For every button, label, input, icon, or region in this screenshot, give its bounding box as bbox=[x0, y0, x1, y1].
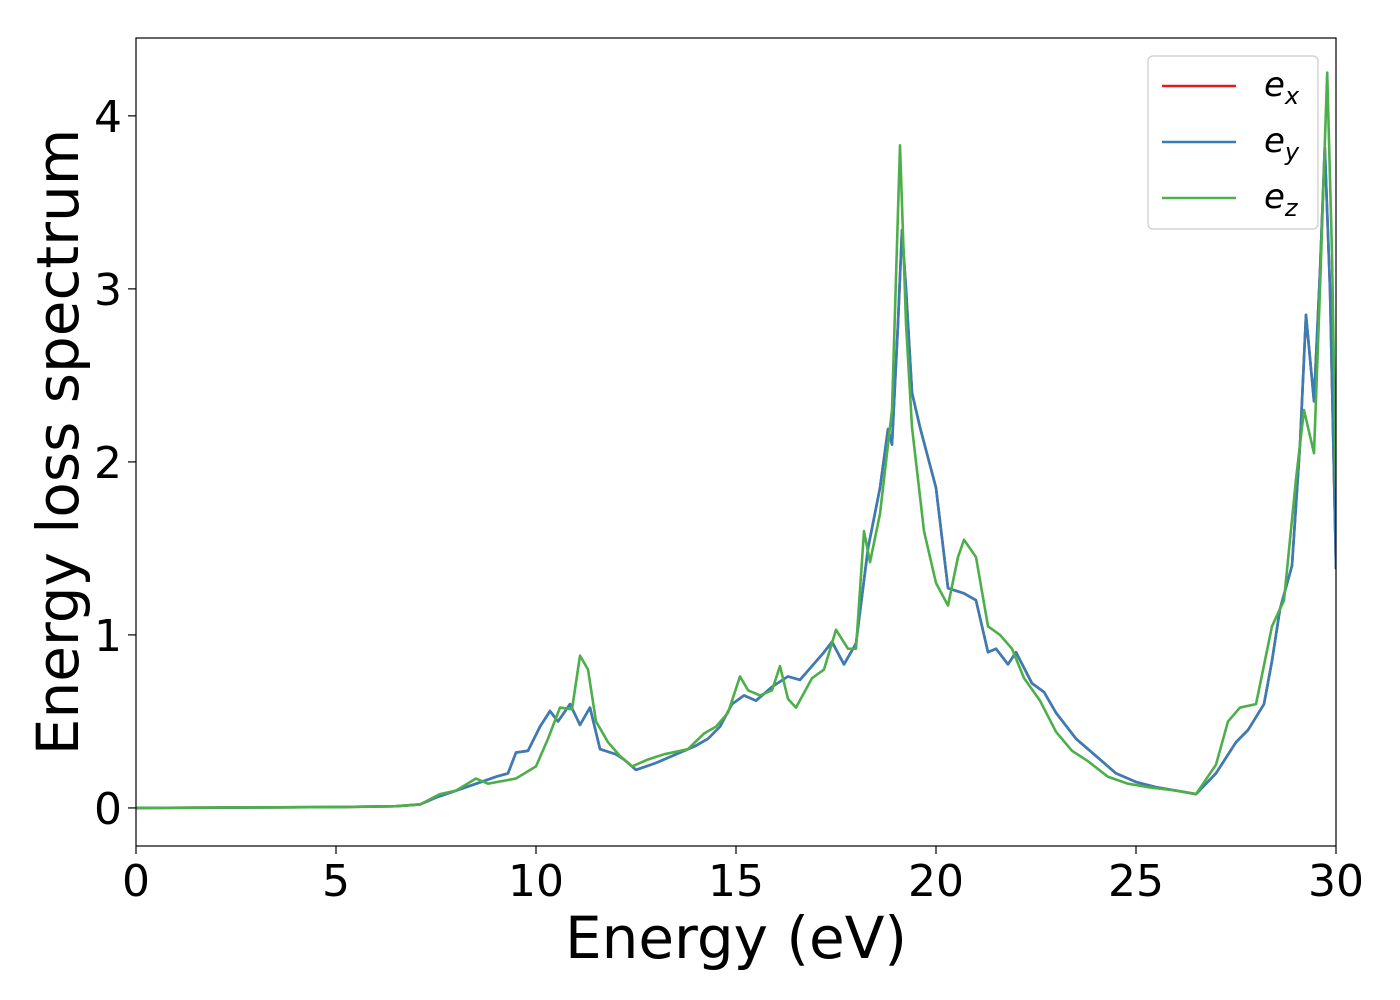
legend-label-x: ex bbox=[1264, 65, 1300, 110]
legend-label-subscript: x bbox=[1284, 82, 1300, 110]
series-layer bbox=[136, 71, 1336, 810]
x-tick-label: 15 bbox=[708, 856, 764, 907]
y-tick-label: 0 bbox=[94, 784, 122, 835]
x-axis-title: Energy (eV) bbox=[565, 904, 907, 972]
y-tick-label: 3 bbox=[94, 265, 122, 316]
x-tick-label: 30 bbox=[1308, 856, 1364, 907]
ticks-layer: 0 5 10 15 20 25 30 0 1 2 3 4 bbox=[94, 92, 1364, 907]
series-line-y bbox=[136, 145, 1336, 810]
y-tick-label: 4 bbox=[94, 92, 122, 143]
legend-label-subscript: y bbox=[1284, 138, 1300, 166]
y-axis-title: Energy loss spectrum bbox=[24, 129, 92, 755]
x-tick-label: 0 bbox=[122, 856, 150, 907]
x-tick-label: 5 bbox=[322, 856, 350, 907]
y-tick-label: 2 bbox=[94, 438, 122, 489]
x-tick-label: 25 bbox=[1108, 856, 1164, 907]
y-tick-label: 1 bbox=[94, 611, 122, 662]
series-line-z bbox=[136, 71, 1336, 810]
legend-label-subscript: z bbox=[1284, 194, 1299, 222]
x-tick-label: 10 bbox=[508, 856, 564, 907]
x-tick-label: 20 bbox=[908, 856, 964, 907]
series-line-x bbox=[136, 145, 1336, 810]
